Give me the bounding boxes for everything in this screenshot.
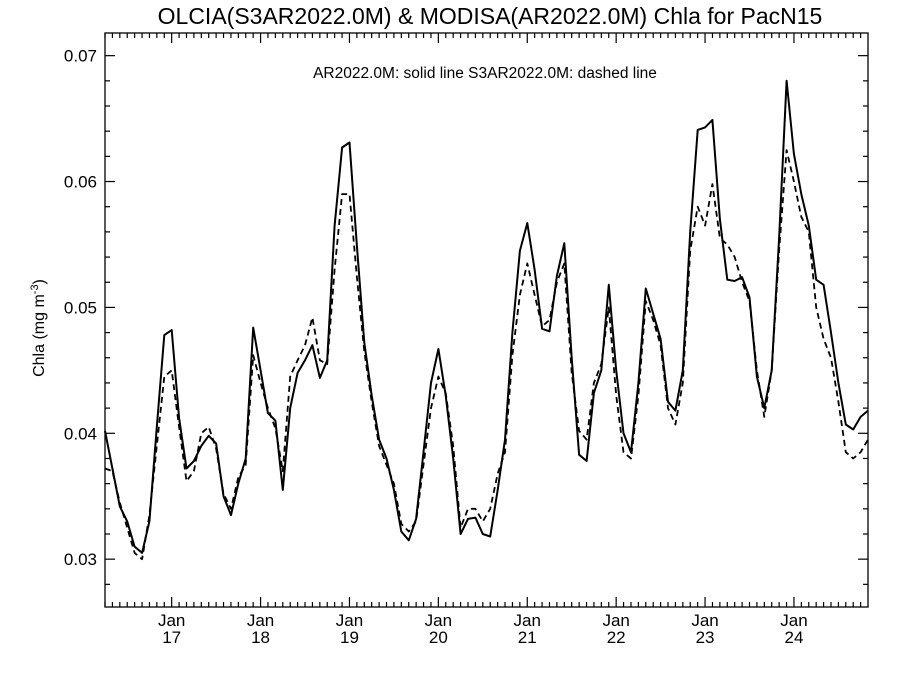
x-tick-label-year: 20 (429, 628, 448, 647)
plot-frame (104, 32, 869, 608)
x-tick-label-month: Jan (514, 611, 541, 630)
y-axis-label: Chla (mg m-3) (29, 279, 48, 377)
x-tick-label-month: Jan (780, 611, 807, 630)
y-tick-label: 0.06 (64, 173, 97, 192)
y-tick-label: 0.03 (64, 550, 97, 569)
x-tick-label-year: 18 (251, 628, 270, 647)
x-tick-label-month: Jan (158, 611, 185, 630)
line-style-legend: AR2022.0M: solid line S3AR2022.0M: dashe… (313, 65, 657, 82)
x-tick-label-year: 21 (518, 628, 537, 647)
x-tick-label-year: 19 (340, 628, 359, 647)
x-tick-label-month: Jan (425, 611, 452, 630)
x-tick-label-year: 23 (696, 628, 715, 647)
x-tick-label-month: Jan (602, 611, 629, 630)
x-tick-label-year: 22 (607, 628, 626, 647)
series-layer (104, 79, 869, 561)
x-tick-label-month: Jan (691, 611, 718, 630)
series-line-1 (104, 149, 869, 561)
x-tick-label-year: 24 (784, 628, 803, 647)
y-tick-label: 0.07 (64, 47, 97, 66)
y-tick-label: 0.05 (64, 298, 97, 317)
series-line-0 (104, 79, 869, 554)
y-tick-label: 0.04 (64, 424, 97, 443)
x-tick-label-month: Jan (336, 611, 363, 630)
axis-layer: 0.030.040.050.060.07Jan17Jan18Jan19Jan20… (64, 33, 868, 647)
chart-title: OLCIA(S3AR2022.0M) & MODISA(AR2022.0M) C… (158, 3, 823, 29)
x-tick-label-year: 17 (162, 628, 181, 647)
x-tick-label-month: Jan (247, 611, 274, 630)
